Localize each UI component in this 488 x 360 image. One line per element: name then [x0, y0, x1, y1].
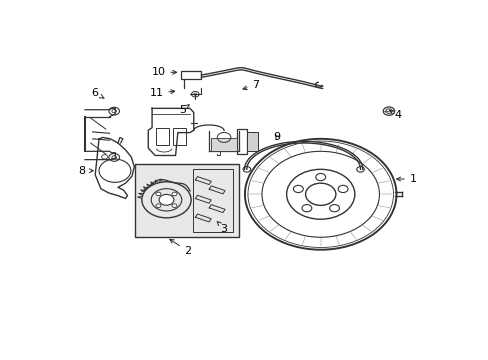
Circle shape: [302, 204, 311, 212]
Circle shape: [337, 185, 347, 193]
Bar: [246, 132, 258, 151]
Circle shape: [315, 174, 325, 181]
Bar: [180, 71, 201, 79]
Circle shape: [172, 192, 177, 196]
Circle shape: [305, 183, 335, 205]
Circle shape: [156, 204, 161, 207]
Bar: [156, 128, 169, 145]
Text: 5: 5: [179, 105, 189, 115]
Text: 7: 7: [243, 80, 259, 90]
Text: 10: 10: [151, 67, 176, 77]
Text: 9: 9: [273, 132, 280, 143]
Text: 6: 6: [92, 88, 104, 98]
Text: 3: 3: [217, 221, 227, 234]
Text: 4: 4: [388, 110, 401, 120]
Text: 8: 8: [79, 166, 93, 176]
Circle shape: [329, 204, 339, 212]
Bar: [210, 138, 237, 151]
Text: 11: 11: [149, 88, 174, 98]
Text: 2: 2: [169, 239, 191, 256]
Circle shape: [159, 194, 174, 205]
Circle shape: [172, 204, 177, 207]
Circle shape: [156, 192, 161, 196]
Circle shape: [293, 185, 303, 193]
Bar: [193, 169, 232, 232]
Bar: [173, 128, 186, 145]
Bar: [237, 129, 246, 154]
Text: 1: 1: [396, 174, 416, 184]
Bar: [135, 164, 239, 237]
